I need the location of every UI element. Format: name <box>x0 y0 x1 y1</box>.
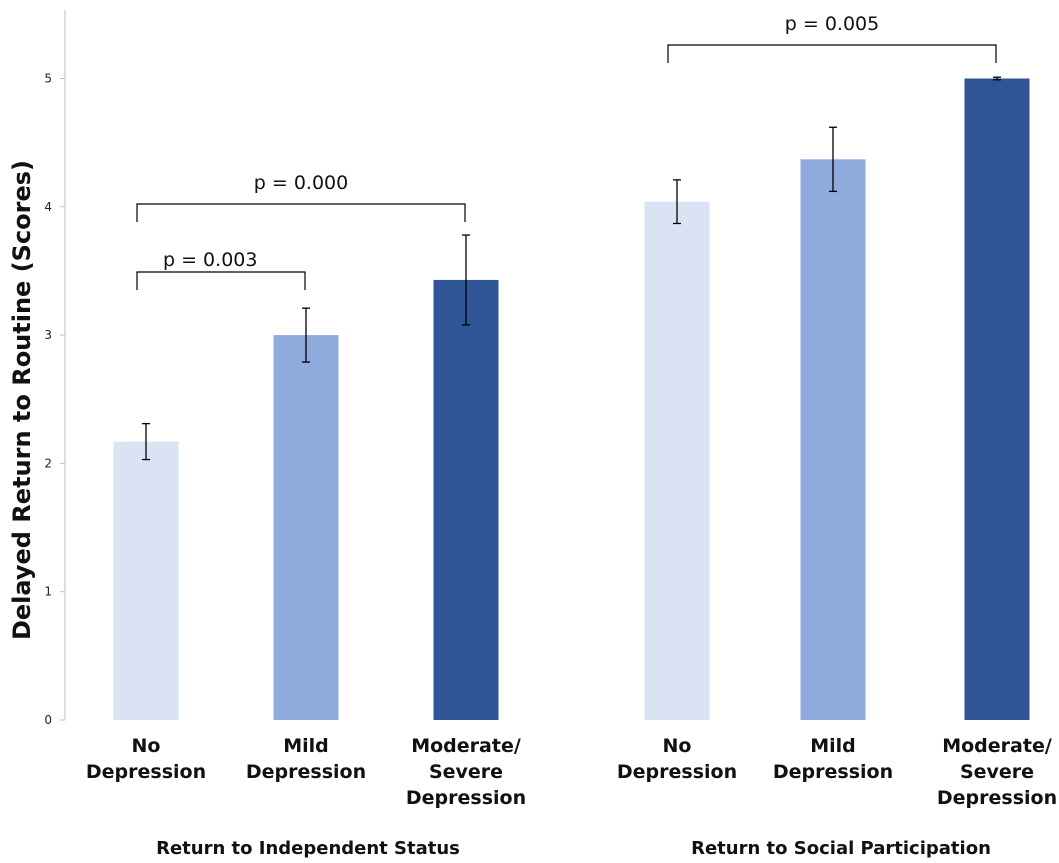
category-label-line: Depression <box>617 761 737 783</box>
y-tick-label: 5 <box>44 72 52 86</box>
category-label-line: Severe <box>960 761 1034 783</box>
category-label-line: Depression <box>86 761 206 783</box>
category-label: No Depression <box>617 735 737 783</box>
category-label-line: Depression <box>937 787 1057 809</box>
category-label: No Depression <box>86 735 206 783</box>
y-tick-label: 4 <box>44 200 52 214</box>
significance-bracket <box>136 203 466 222</box>
error-bars <box>142 76 1001 461</box>
p-value-label: p = 0.003 <box>163 249 257 271</box>
bar <box>800 159 866 721</box>
category-label: Mild Depression <box>773 735 893 783</box>
category-label-line: Depression <box>773 761 893 783</box>
category-label: Mild Depression <box>246 735 366 783</box>
category-label-line: Moderate/ <box>411 735 521 757</box>
bar <box>113 441 179 720</box>
group-label: Return to Social Participation <box>691 838 991 859</box>
axes: 0 1 2 3 4 5 <box>44 10 66 727</box>
group-label: Return to Independent Status <box>156 838 460 859</box>
y-axis-label: Delayed Return to Routine (Scores) <box>8 160 36 640</box>
y-tick-label: 3 <box>44 328 52 342</box>
bars <box>113 78 1030 721</box>
y-tick-label: 0 <box>44 713 52 727</box>
significance-annotations: p = 0.003 p = 0.000 p = 0.005 <box>136 13 997 290</box>
category-label-line: Severe <box>429 761 503 783</box>
y-tick-label: 2 <box>44 456 52 470</box>
y-tick-label: 1 <box>44 585 52 599</box>
category-label: Moderate/Severe Depression <box>406 735 526 809</box>
bar <box>964 78 1030 720</box>
category-label-line: Mild <box>283 735 329 757</box>
category-label: Moderate/Severe Depression <box>937 735 1057 809</box>
significance-bracket <box>136 271 306 290</box>
bar <box>273 335 339 720</box>
p-value-label: p = 0.000 <box>254 172 348 194</box>
labels: Delayed Return to Routine (Scores) No Depr… <box>8 160 1057 859</box>
category-label-line: No <box>663 735 692 757</box>
p-value-label: p = 0.005 <box>785 13 879 35</box>
significance-bracket <box>667 44 997 63</box>
category-label-line: Depression <box>246 761 366 783</box>
bar <box>433 279 499 720</box>
category-label-line: Mild <box>810 735 856 757</box>
category-label-line: Moderate/ <box>942 735 1052 757</box>
category-label-line: No <box>132 735 161 757</box>
bar <box>644 201 710 721</box>
category-label-line: Depression <box>406 787 526 809</box>
